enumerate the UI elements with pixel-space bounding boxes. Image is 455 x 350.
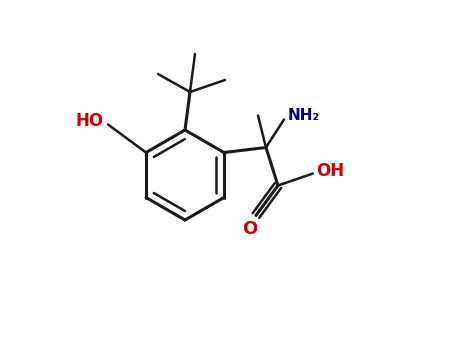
Text: OH: OH	[316, 162, 344, 181]
Text: NH₂: NH₂	[288, 108, 320, 123]
Text: O: O	[243, 219, 258, 238]
Text: HO: HO	[76, 112, 104, 131]
